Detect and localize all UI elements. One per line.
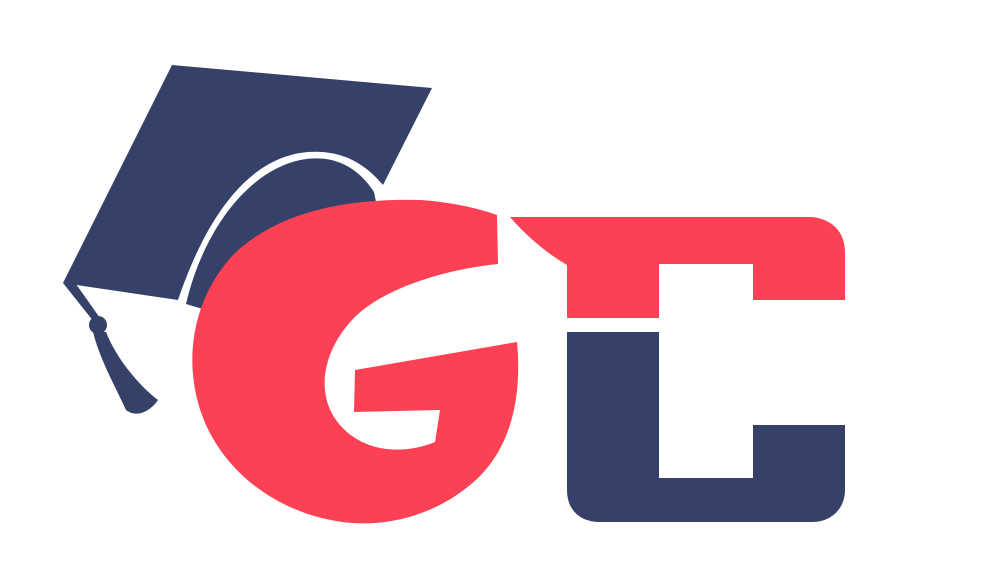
cap-board bbox=[63, 65, 432, 300]
tassel-cord bbox=[63, 283, 100, 322]
letter-c-bottom bbox=[567, 332, 845, 522]
letter-c-top bbox=[510, 217, 845, 318]
tassel-knot bbox=[89, 316, 107, 334]
letter-g bbox=[192, 199, 519, 524]
tassel bbox=[93, 332, 158, 414]
letter-g-shape bbox=[192, 199, 519, 524]
letter-c bbox=[510, 217, 845, 522]
